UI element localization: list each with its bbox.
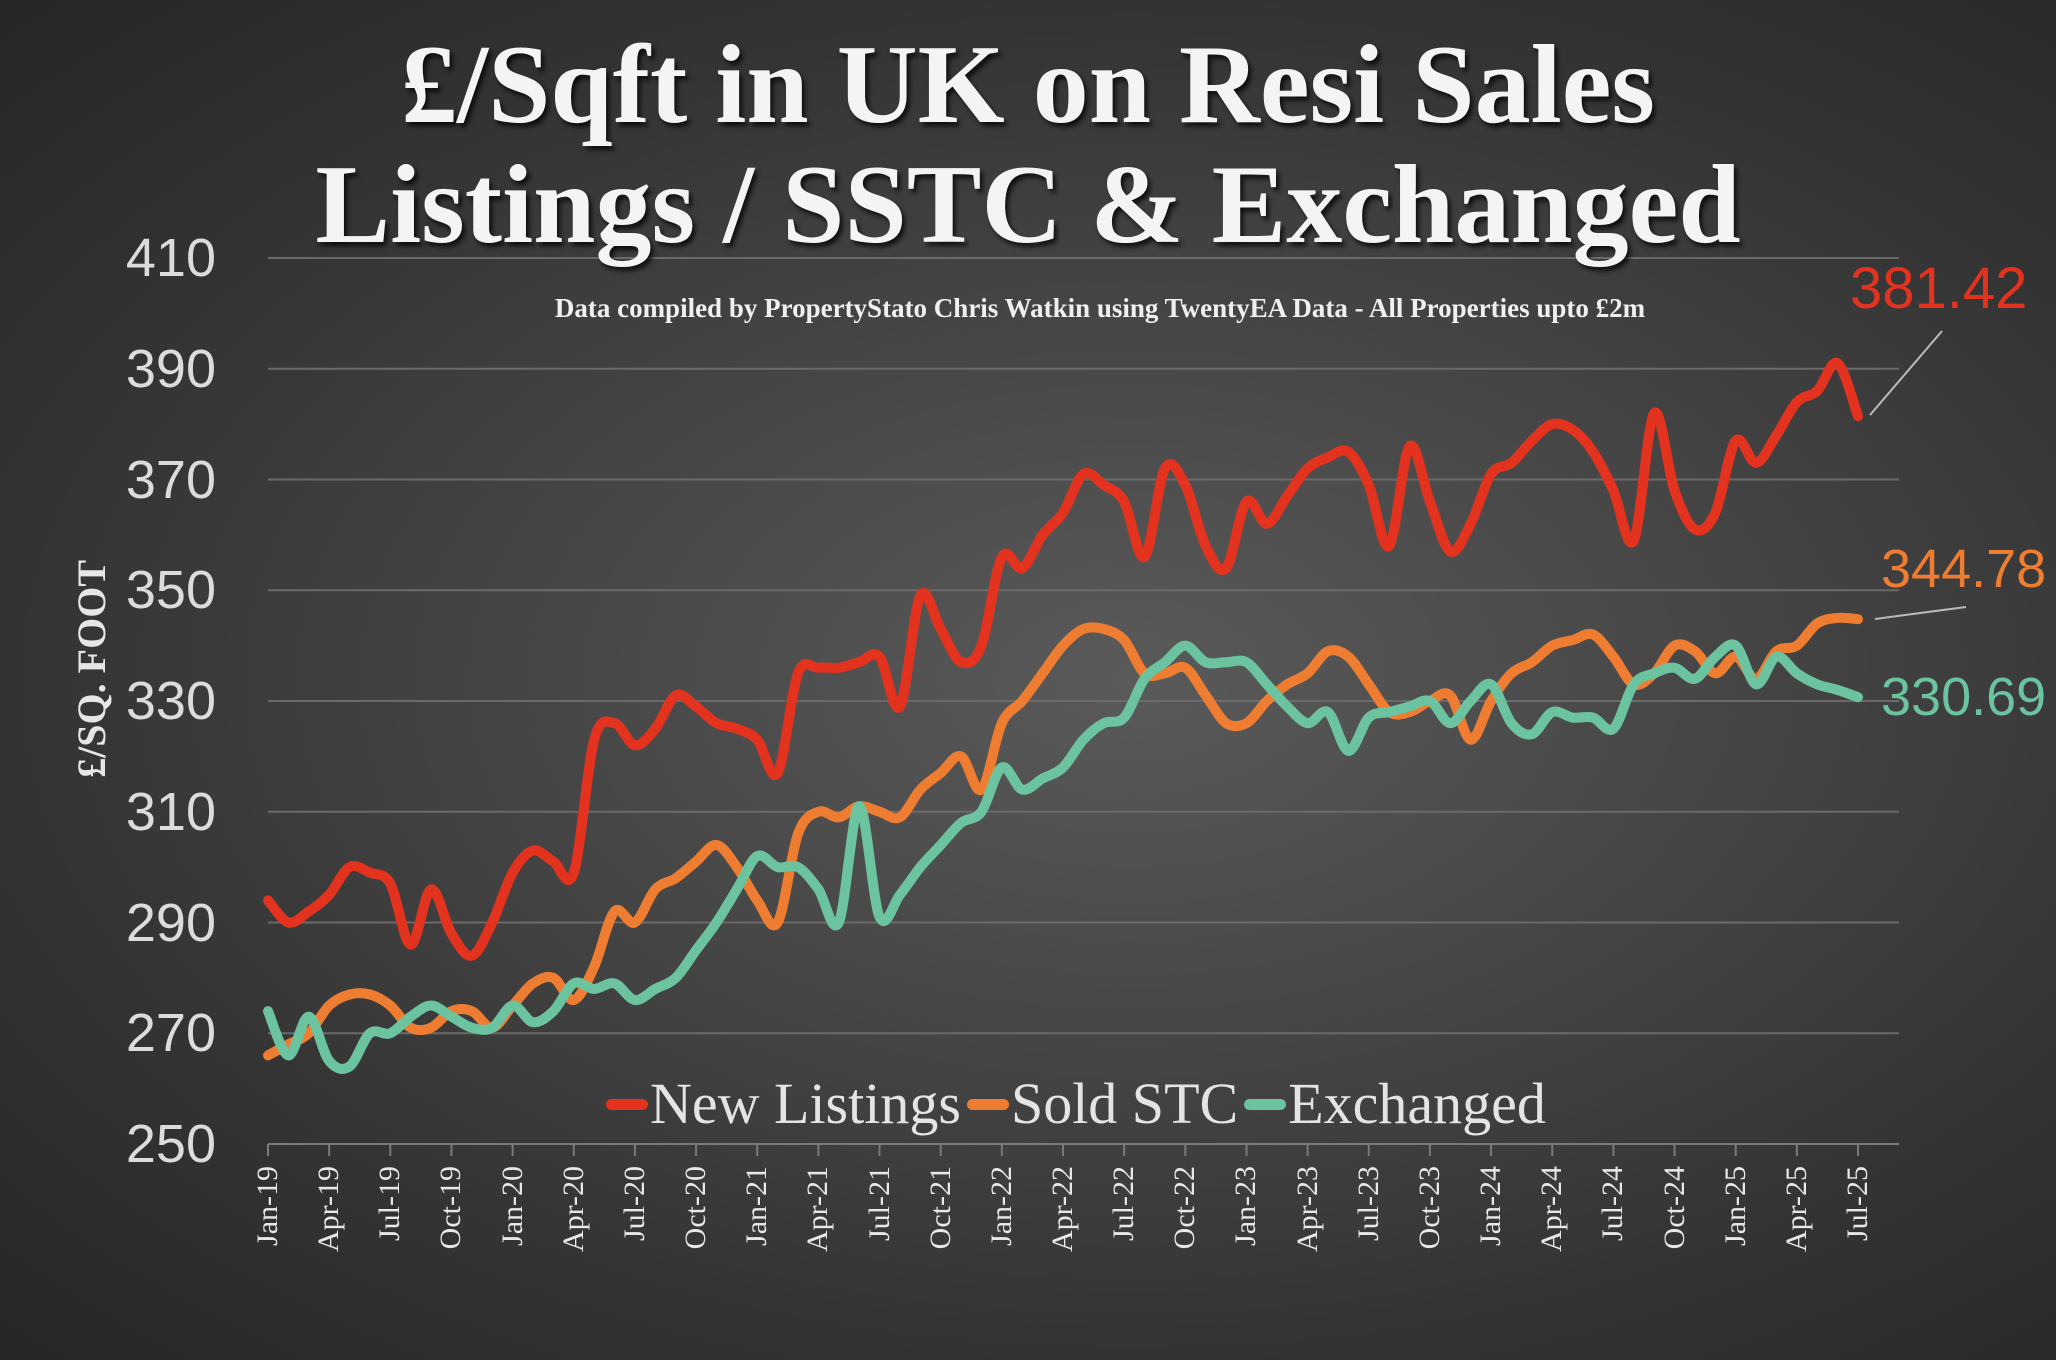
legend-label-new-listings: New Listings (650, 1071, 961, 1136)
x-tick-label: Jul-22 (1107, 1166, 1141, 1241)
x-tick-label: Apr-21 (801, 1166, 835, 1253)
chart-title-line-2: Listings / SSTC & Exchanged (315, 143, 1741, 267)
leader-line-sold-stc (1874, 606, 1967, 620)
legend-swatch-new-listings (606, 1098, 648, 1110)
legend-swatch-exchanged (1244, 1098, 1287, 1110)
x-tick-label: Oct-21 (923, 1166, 957, 1250)
end-label-exchanged: 330.69 (1881, 667, 2047, 727)
x-tick-label: Jan-20 (495, 1166, 529, 1246)
x-tick-label: Apr-19 (312, 1166, 346, 1253)
x-tick-label: Jan-19 (251, 1166, 284, 1246)
x-tick-label: Apr-25 (1779, 1166, 1813, 1253)
x-tick-label: Apr-22 (1046, 1166, 1079, 1253)
y-tick-label: 330 (125, 671, 216, 731)
x-tick-label: Oct-24 (1657, 1166, 1691, 1250)
x-tick-label: Jul-24 (1596, 1166, 1630, 1241)
series-line-sold-stc (263, 612, 1863, 1061)
x-tick-label: Apr-20 (556, 1166, 590, 1253)
x-tick-label: Jul-19 (373, 1166, 407, 1241)
x-tick-label: Apr-24 (1535, 1166, 1569, 1253)
leader-line-new-listings (1869, 330, 1943, 416)
legend-label-exchanged: Exchanged (1288, 1071, 1546, 1136)
series-line-exchanged (263, 639, 1863, 1074)
x-tick-label: Oct-19 (434, 1166, 468, 1250)
x-tick-label: Jul-20 (617, 1166, 651, 1241)
series-line-new-listings (263, 357, 1863, 961)
x-tick-label: Jul-23 (1351, 1166, 1385, 1241)
legend-item-exchanged: Exchanged (1244, 1071, 1546, 1137)
x-tick-label: Jan-24 (1474, 1166, 1508, 1246)
x-tick-label: Jul-25 (1841, 1166, 1874, 1241)
x-tick-label: Apr-23 (1290, 1166, 1324, 1253)
x-tick-label: Jan-25 (1718, 1166, 1752, 1246)
end-label-sold-stc: 344.78 (1881, 539, 2047, 599)
y-tick-label: 410 (125, 228, 216, 288)
legend: New Listings Sold STC Exchanged (606, 1071, 1546, 1137)
x-axis (267, 1143, 1899, 1156)
end-label-new-listings: 381.42 (1850, 256, 2028, 321)
series-lines (263, 357, 1863, 1074)
x-tick-label: Jan-22 (984, 1166, 1018, 1246)
y-tick-label: 310 (125, 781, 216, 842)
chart-subtitle: Data compiled by PropertyStato Chris Wat… (554, 293, 1646, 323)
x-tick-label: Oct-20 (679, 1166, 713, 1250)
legend-label-sold-stc: Sold STC (1010, 1071, 1239, 1136)
gridlines (268, 257, 1899, 1035)
x-tick-label: Oct-22 (1168, 1166, 1202, 1250)
legend-item-sold-stc: Sold STC (966, 1071, 1239, 1137)
legend-item-new-listings: New Listings (606, 1071, 961, 1137)
y-tick-label: 370 (125, 449, 216, 510)
legend-swatch-sold-stc (966, 1098, 1009, 1110)
y-tick-label: 290 (125, 892, 216, 953)
y-axis-label: £/SQ. FOOT (69, 560, 114, 778)
y-tick-label: 390 (125, 338, 216, 399)
y-tick-label: 270 (125, 1003, 216, 1064)
chart-title-line-1: £/Sqft in UK on Resi Sales (401, 23, 1655, 147)
y-tick-label: 250 (125, 1114, 216, 1174)
y-tick-label: 350 (125, 560, 216, 621)
x-tick-label: Jul-21 (862, 1166, 896, 1241)
x-tick-label: Jan-21 (740, 1166, 774, 1246)
x-tick-label: Jan-23 (1229, 1166, 1263, 1246)
x-tick-label: Oct-23 (1412, 1166, 1446, 1250)
